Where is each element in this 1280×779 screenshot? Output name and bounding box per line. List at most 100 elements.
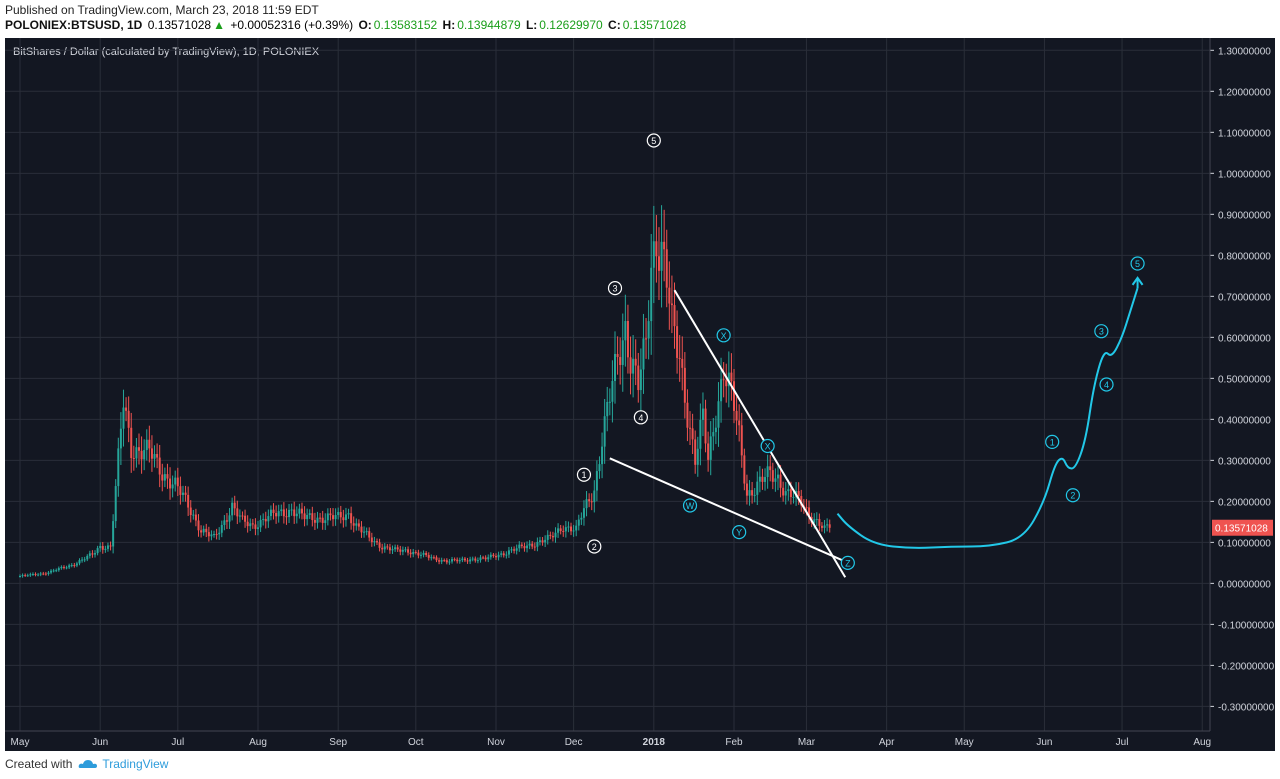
wave-label-circle xyxy=(760,438,775,454)
candle-body xyxy=(818,518,821,526)
wave-label-text: 5 xyxy=(651,136,656,146)
candle-body xyxy=(200,530,203,533)
candle-body xyxy=(733,381,735,411)
candle-body xyxy=(510,549,513,551)
wave-label-circle xyxy=(646,133,661,148)
candle-body xyxy=(585,499,588,509)
candle-body xyxy=(37,574,40,576)
low-value: 0.12629970 xyxy=(539,18,603,32)
candle-body xyxy=(39,573,42,575)
candle-body xyxy=(730,372,733,382)
candle-body xyxy=(148,439,151,449)
candle-body xyxy=(368,531,371,538)
candle-body xyxy=(748,490,751,496)
candle-body xyxy=(24,575,27,577)
candle-body xyxy=(590,501,593,503)
x-tick-label: Aug xyxy=(1193,737,1211,748)
candle-body xyxy=(528,543,531,546)
candle-body xyxy=(660,241,663,271)
candle-body xyxy=(140,450,143,460)
candle-body xyxy=(435,557,438,561)
footer: Created with TradingView xyxy=(5,757,168,771)
candle-body xyxy=(143,450,146,460)
candle-body xyxy=(676,326,679,358)
wave-label-circle xyxy=(1065,488,1080,503)
candle-body xyxy=(288,509,291,518)
tradingview-link[interactable]: TradingView xyxy=(78,757,168,771)
symbol[interactable]: POLONIEX:BTSUSD, 1D xyxy=(5,18,143,32)
low-label: L: xyxy=(525,18,538,32)
candle-body xyxy=(88,553,91,556)
candle-body xyxy=(657,256,660,271)
candle-body xyxy=(520,544,523,547)
candle-body xyxy=(223,520,226,525)
candle-body xyxy=(513,549,516,551)
candle-body xyxy=(422,552,425,555)
candle-body xyxy=(766,466,769,478)
candle-body xyxy=(184,492,187,495)
candle-body xyxy=(626,321,629,358)
candle-body xyxy=(125,407,128,411)
candle-body xyxy=(820,525,823,528)
chart-panel[interactable]: BitShares / Dollar (calculated by Tradin… xyxy=(5,38,1275,751)
candle-body xyxy=(262,518,265,520)
chart-title: BitShares / Dollar (calculated by Tradin… xyxy=(13,46,320,58)
candle-body xyxy=(642,338,645,370)
candle-body xyxy=(156,454,159,458)
candle-body xyxy=(776,474,779,479)
candle-body xyxy=(562,531,565,533)
candle-body xyxy=(471,558,474,560)
y-tick-label: 1.00000000 xyxy=(1218,169,1271,180)
candle-body xyxy=(324,520,327,523)
y-tick-label: 0.70000000 xyxy=(1218,292,1271,303)
candle-body xyxy=(611,380,614,402)
candle-body xyxy=(26,575,29,577)
candle-body xyxy=(207,532,210,537)
y-tick-label: -0.10000000 xyxy=(1218,620,1275,631)
candle-body xyxy=(254,524,257,529)
wave-label-text: 3 xyxy=(1099,327,1104,337)
candle-body xyxy=(792,496,795,498)
wave-label-circle xyxy=(682,498,698,513)
candle-body xyxy=(502,553,505,556)
candle-body xyxy=(438,560,441,562)
candle-body xyxy=(476,560,479,562)
candle-body xyxy=(427,555,430,558)
candle-body xyxy=(373,541,376,543)
high-value: 0.13944879 xyxy=(457,18,521,32)
candle-body xyxy=(337,512,340,516)
candle-body xyxy=(326,513,329,521)
candle-body xyxy=(117,448,120,487)
candle-body xyxy=(686,402,689,428)
candle-body xyxy=(743,455,746,484)
y-tick-label: 1.20000000 xyxy=(1218,87,1271,98)
candle-body xyxy=(399,549,402,552)
candle-body xyxy=(275,512,278,517)
candle-body xyxy=(176,477,179,487)
candle-body xyxy=(758,476,761,482)
candle-body xyxy=(114,486,117,522)
candle-body xyxy=(722,379,725,381)
x-tick-label: Nov xyxy=(487,737,505,748)
candle-body xyxy=(391,549,394,551)
candle-body xyxy=(313,520,316,523)
candle-body xyxy=(42,573,45,575)
candle-body xyxy=(231,502,234,516)
candle-body xyxy=(215,534,218,536)
candle-body xyxy=(329,513,332,516)
candle-body xyxy=(668,287,671,304)
close-value: 0.13571028 xyxy=(622,18,687,32)
wave-label-circle xyxy=(607,281,623,296)
candle-body xyxy=(334,515,337,520)
candle-body xyxy=(564,527,567,532)
candle-body xyxy=(295,513,298,517)
candle-body xyxy=(546,534,549,540)
candle-body xyxy=(479,557,482,561)
candle-body xyxy=(800,496,803,506)
candle-body xyxy=(321,517,324,523)
price-chart[interactable]: BitShares / Dollar (calculated by Tradin… xyxy=(5,38,1275,751)
y-tick-label: 0.90000000 xyxy=(1218,210,1271,221)
candle-body xyxy=(383,546,386,550)
change-value: +0.00052316 (+0.39%) xyxy=(230,18,354,32)
candle-body xyxy=(60,566,63,569)
